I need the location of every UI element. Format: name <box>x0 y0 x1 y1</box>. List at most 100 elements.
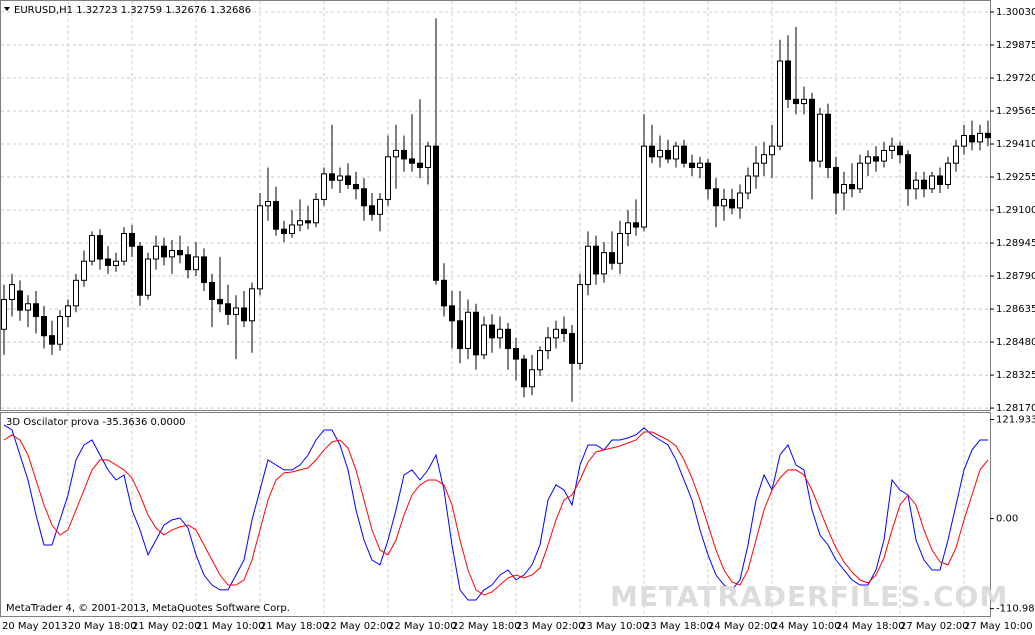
candle-body <box>833 166 839 194</box>
copyright: MetaTrader 4, © 2001-2013, MetaQuotes So… <box>6 603 290 614</box>
y-tick-label: 1.28635 <box>996 304 1035 315</box>
candle-body <box>537 350 543 371</box>
watermark: METATRADERFILES.COM <box>610 580 1008 613</box>
candle-body <box>977 132 983 143</box>
x-tick-label: 22 May 18:00 <box>452 621 521 632</box>
candle-body <box>961 135 967 147</box>
candle-body <box>393 149 399 158</box>
y-tick-label: 1.29255 <box>996 172 1035 183</box>
candle-body <box>145 258 151 296</box>
candle-body <box>49 335 55 345</box>
y-tick-label: 1.29100 <box>996 205 1035 216</box>
candle-body <box>481 324 487 356</box>
y-tick-label: 1.28790 <box>996 271 1035 282</box>
candle-body <box>217 298 223 305</box>
x-tick-label: 24 May 18:00 <box>836 621 905 632</box>
candle-body <box>305 220 311 224</box>
candle-body <box>521 358 527 388</box>
candle-body <box>561 328 567 335</box>
candle-body <box>689 162 695 168</box>
candle-body <box>473 311 479 356</box>
candle-body <box>745 175 751 194</box>
price-panel-frame <box>0 0 991 411</box>
candle-body <box>41 316 47 337</box>
candle-body <box>297 220 303 226</box>
candle-body <box>89 235 95 262</box>
candle-body <box>761 154 767 164</box>
candle-body <box>681 145 687 164</box>
candle-body <box>265 201 271 207</box>
x-tick-label: 23 May 18:00 <box>644 621 713 632</box>
candle-body <box>897 145 903 156</box>
candle-body <box>409 158 415 164</box>
y-tick-label: 1.29565 <box>996 106 1035 117</box>
candle-body <box>913 179 919 190</box>
x-tick-label: 20 May 18:00 <box>68 621 137 632</box>
candle-body <box>809 98 815 162</box>
candle-body <box>425 145 431 168</box>
candle-body <box>673 145 679 160</box>
y-tick-label: 1.28945 <box>996 238 1035 249</box>
candle-body <box>81 260 87 281</box>
y-tick-label: 1.28480 <box>996 337 1035 348</box>
candle-body <box>257 205 263 290</box>
candle-body <box>401 149 407 160</box>
candle-body <box>17 290 23 311</box>
candle-body <box>201 256 207 283</box>
candle-body <box>33 303 39 318</box>
candle-body <box>889 145 895 151</box>
candle-body <box>865 156 871 164</box>
x-tick-label: 27 May 02:00 <box>900 621 969 632</box>
oscillator-line <box>3 431 989 596</box>
candle-body <box>233 307 239 315</box>
candle-body <box>25 303 31 311</box>
candle-body <box>241 307 247 322</box>
y-tick-label: -110.9826 <box>996 604 1035 615</box>
candle-body <box>353 183 359 190</box>
x-tick-label: 21 May 18:00 <box>260 621 329 632</box>
y-tick-label: 0.00 <box>996 514 1018 525</box>
candle-body <box>577 284 583 364</box>
candle-body <box>57 316 63 345</box>
candle-body <box>249 288 255 322</box>
candle-body <box>545 337 551 352</box>
candle-body <box>873 156 879 162</box>
oscillator-line <box>3 424 988 601</box>
candle-body <box>465 311 471 349</box>
candle-body <box>737 192 743 209</box>
candle-body <box>593 245 599 275</box>
candle-body <box>937 175 943 185</box>
candle-body <box>929 175 935 190</box>
candle-body <box>441 279 447 307</box>
candle-body <box>569 333 575 364</box>
candle-body <box>857 162 863 190</box>
candle-body <box>713 188 719 207</box>
candle-body <box>137 245 143 296</box>
candle-body <box>697 162 703 168</box>
y-tick-label: 1.29410 <box>996 139 1035 150</box>
candle-body <box>177 250 183 256</box>
candle-body <box>641 145 647 228</box>
candle-body <box>433 145 439 281</box>
x-tick-label: 23 May 02:00 <box>516 621 585 632</box>
candle-body <box>169 250 175 258</box>
y-tick-label: 1.29875 <box>996 40 1035 51</box>
candle-body <box>905 154 911 190</box>
candle-body <box>505 328 511 349</box>
candle-body <box>729 198 735 209</box>
candle-body <box>665 149 671 160</box>
candle-body <box>513 347 519 360</box>
candle-body <box>369 205 375 215</box>
candle-body <box>361 188 367 207</box>
x-tick-label: 21 May 02:00 <box>132 621 201 632</box>
candle-body <box>497 328 503 339</box>
candle-body <box>153 245 159 260</box>
x-tick-label: 22 May 10:00 <box>388 621 457 632</box>
candle-body <box>9 284 15 300</box>
candle-body <box>553 328 559 339</box>
candle-body <box>97 235 103 260</box>
candle-body <box>385 156 391 200</box>
candle-body <box>953 145 959 164</box>
mark-layer <box>1 11 994 610</box>
